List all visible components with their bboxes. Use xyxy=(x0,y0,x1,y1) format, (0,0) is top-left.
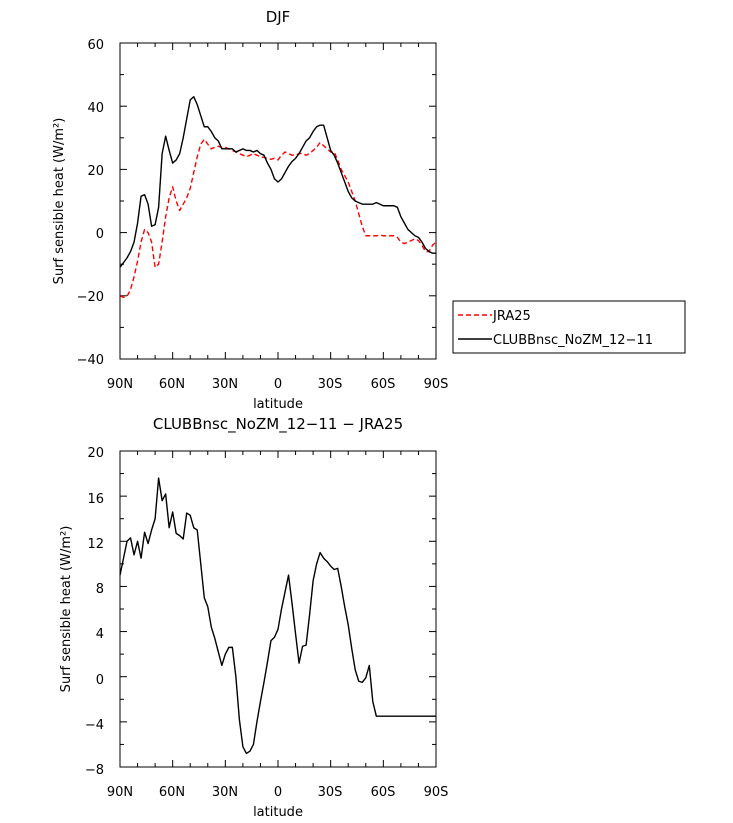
top-x-axis-label: latitude xyxy=(253,397,303,412)
top-xtick-label: 60S xyxy=(371,377,396,392)
bottom-x-axis-label: latitude xyxy=(253,805,303,820)
bottom-panel: CLUBBnsc_NoZM_12−11 − JRA25 −8 −4 0 4 8 … xyxy=(59,415,448,820)
bottom-xtick-label: 90N xyxy=(107,785,133,800)
top-xtick-label: 0 xyxy=(274,377,282,392)
top-xtick-label: 30S xyxy=(318,377,343,392)
bottom-ytick-label: 8 xyxy=(96,582,104,597)
legend-label-clubb: CLUBBnsc_NoZM_12−11 xyxy=(493,333,653,348)
bottom-x-tick-labels: 90N 60N 30N 0 30S 60S 90S xyxy=(107,785,449,800)
top-ytick-label: 60 xyxy=(87,38,104,53)
bottom-ytick-label: 20 xyxy=(87,446,104,461)
bottom-xtick-label: 30N xyxy=(212,785,238,800)
top-y-axis-label: Surf sensible heat (W/m²) xyxy=(52,118,67,285)
bottom-series-line-difference xyxy=(119,477,436,755)
bottom-ytick-label: 16 xyxy=(87,492,104,507)
top-series-line-jra25 xyxy=(119,138,437,299)
top-ytick-label: 0 xyxy=(96,227,104,242)
bottom-ytick-label: 12 xyxy=(87,537,104,552)
bottom-xtick-label: 30S xyxy=(318,785,343,800)
top-series-line-clubbnsc-nozm-12-11 xyxy=(119,96,436,268)
top-ytick-label: −40 xyxy=(77,353,104,368)
bottom-ytick-label: −8 xyxy=(85,763,104,778)
top-xtick-label: 90N xyxy=(107,377,133,392)
bottom-xtick-label: 60S xyxy=(371,785,396,800)
top-xtick-label: 60N xyxy=(159,377,185,392)
top-ytick-label: −20 xyxy=(77,290,104,305)
top-panel: DJF −40 −20 0 20 40 60 90N 60N 30N 0 30S… xyxy=(52,8,448,412)
top-series-group xyxy=(119,96,437,299)
bottom-series-group xyxy=(119,477,436,755)
top-xtick-label: 90S xyxy=(424,377,449,392)
top-xtick-label: 30N xyxy=(212,377,238,392)
legend: JRA25 CLUBBnsc_NoZM_12−11 xyxy=(452,300,686,354)
top-plot-frame xyxy=(119,42,437,360)
top-ytick-label: 20 xyxy=(87,164,104,179)
top-x-tick-labels: 90N 60N 30N 0 30S 60S 90S xyxy=(107,377,449,392)
bottom-plot-frame xyxy=(119,450,437,768)
bottom-xtick-label: 0 xyxy=(274,785,282,800)
top-y-tick-labels: −40 −20 0 20 40 60 xyxy=(77,38,104,368)
bottom-xtick-label: 90S xyxy=(424,785,449,800)
bottom-y-axis-label: Surf sensible heat (W/m²) xyxy=(59,526,74,693)
bottom-xtick-label: 60N xyxy=(159,785,185,800)
top-ytick-label: 40 xyxy=(87,101,104,116)
legend-box xyxy=(452,300,686,354)
top-chart-title: DJF xyxy=(266,8,291,26)
bottom-ytick-label: 0 xyxy=(96,673,104,688)
bottom-y-tick-labels: −8 −4 0 4 8 12 16 20 xyxy=(85,446,104,778)
bottom-ytick-label: −4 xyxy=(85,718,104,733)
bottom-ticks xyxy=(119,450,437,768)
bottom-ytick-label: 4 xyxy=(96,627,104,642)
bottom-chart-title: CLUBBnsc_NoZM_12−11 − JRA25 xyxy=(153,415,403,434)
top-ticks xyxy=(119,42,437,360)
legend-label-jra25: JRA25 xyxy=(492,309,531,324)
